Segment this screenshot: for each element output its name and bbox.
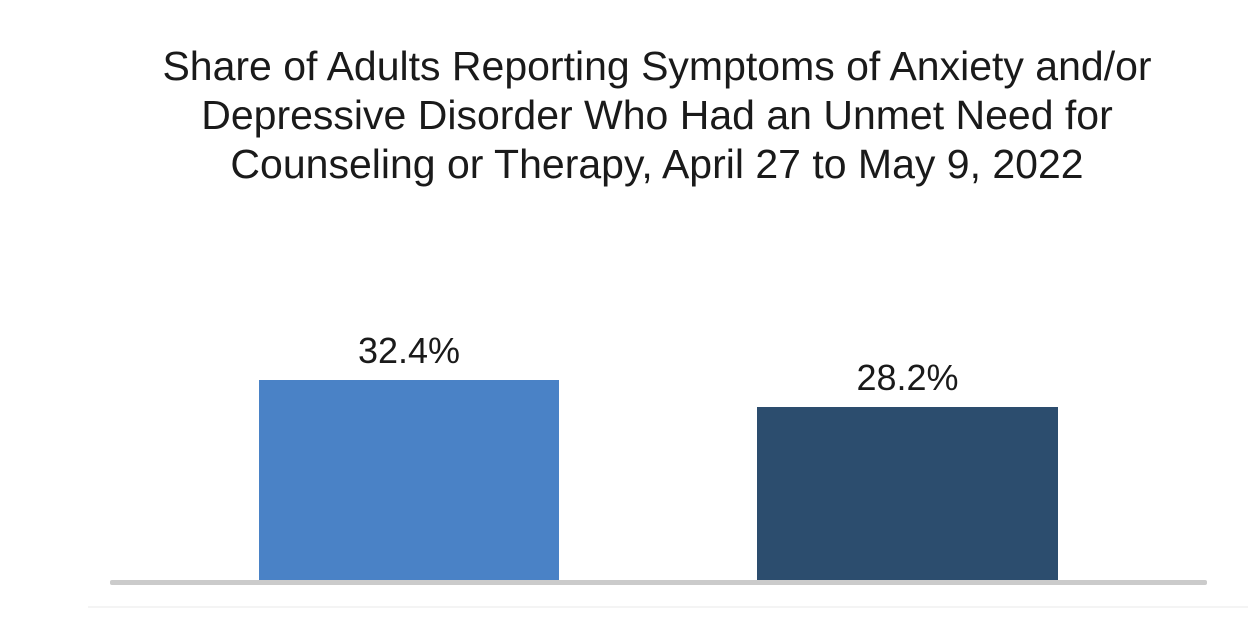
bar-1 <box>259 380 559 584</box>
chart-title-line-3: Counseling or Therapy, April 27 to May 9… <box>230 141 1084 187</box>
chart-title-line-1: Share of Adults Reporting Symptoms of An… <box>162 43 1152 89</box>
bar-group-2: 28.2% <box>757 356 1058 584</box>
bar-value-label-1: 32.4% <box>357 330 461 371</box>
bar-value-label-2: 28.2% <box>856 357 959 398</box>
x-axis-line <box>110 580 1207 585</box>
bar-group-1: 32.4% <box>259 329 559 584</box>
bar-2 <box>757 407 1058 584</box>
faint-gridline <box>88 606 1248 608</box>
chart-title: Share of Adults Reporting Symptoms of An… <box>54 42 1260 189</box>
chart-title-line-2: Depressive Disorder Who Had an Unmet Nee… <box>201 92 1113 138</box>
